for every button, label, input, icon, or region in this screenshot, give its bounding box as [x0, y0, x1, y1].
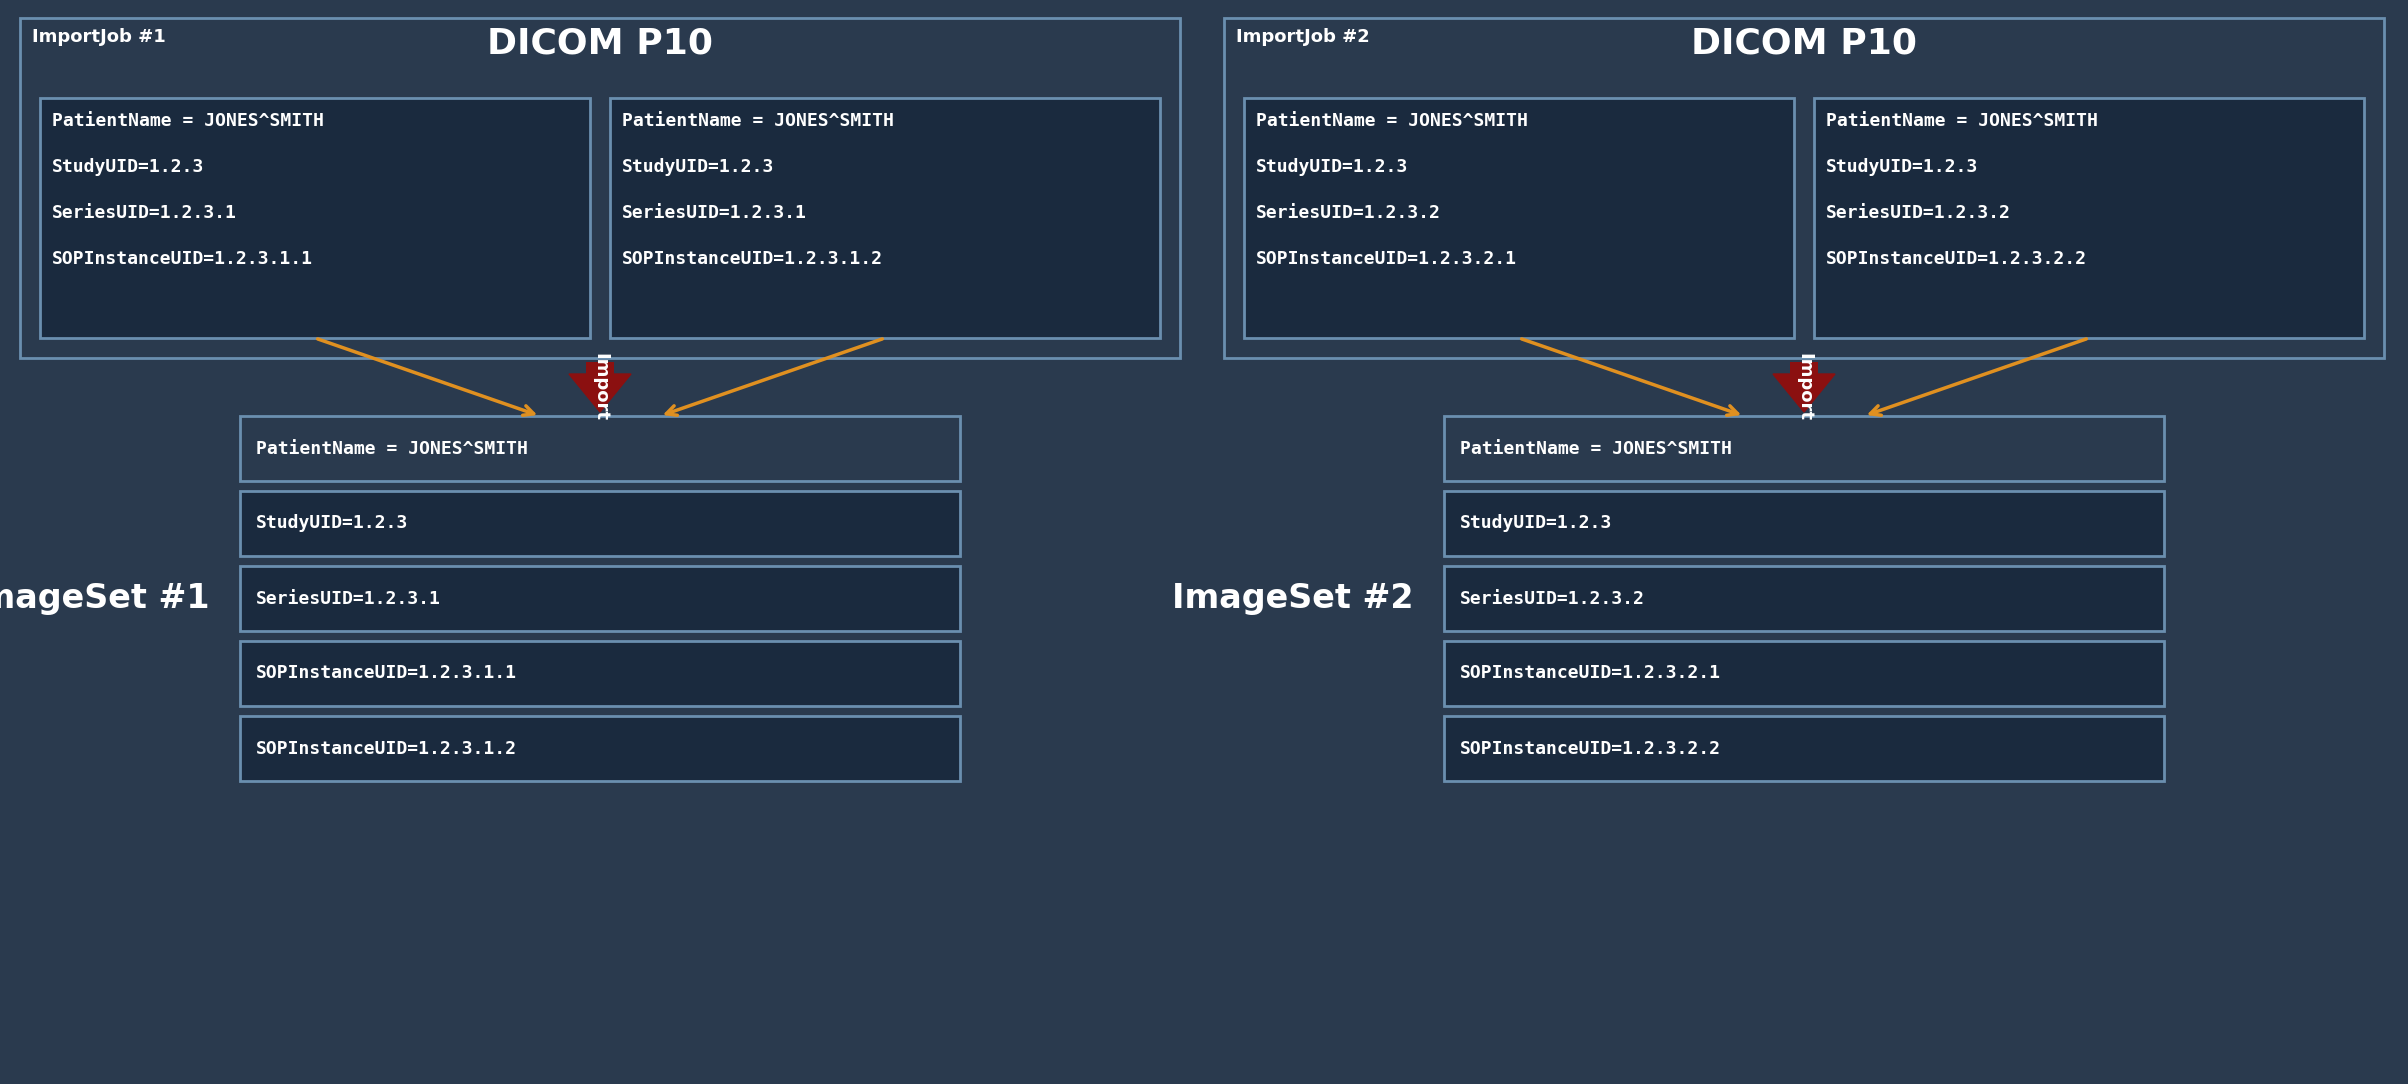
Text: SeriesUID=1.2.3.2: SeriesUID=1.2.3.2 — [1257, 204, 1440, 222]
Text: StudyUID=1.2.3: StudyUID=1.2.3 — [1257, 158, 1409, 177]
Bar — [1445, 717, 2165, 780]
Text: SOPInstanceUID=1.2.3.2.1: SOPInstanceUID=1.2.3.2.1 — [1459, 664, 1722, 683]
Text: SOPInstanceUID=1.2.3.1.2: SOPInstanceUID=1.2.3.1.2 — [255, 739, 518, 758]
Bar — [1445, 491, 2165, 556]
Bar — [1445, 641, 2165, 706]
Text: Import: Import — [590, 353, 609, 421]
Polygon shape — [1772, 374, 1835, 412]
Bar — [241, 641, 961, 706]
Bar — [41, 98, 590, 338]
Bar — [241, 416, 961, 481]
Text: SeriesUID=1.2.3.1: SeriesUID=1.2.3.1 — [255, 590, 441, 607]
Text: DICOM P10: DICOM P10 — [1690, 26, 1917, 60]
Bar — [1245, 98, 1794, 338]
Text: SeriesUID=1.2.3.1: SeriesUID=1.2.3.1 — [53, 204, 236, 222]
Text: ImportJob #1: ImportJob #1 — [31, 28, 166, 46]
Text: SOPInstanceUID=1.2.3.1.1: SOPInstanceUID=1.2.3.1.1 — [255, 664, 518, 683]
Bar — [241, 491, 961, 556]
Bar — [1445, 566, 2165, 631]
Text: SeriesUID=1.2.3.2: SeriesUID=1.2.3.2 — [1459, 590, 1645, 607]
Bar — [585, 362, 614, 374]
Text: DICOM P10: DICOM P10 — [486, 26, 713, 60]
Text: ImageSet #2: ImageSet #2 — [1173, 582, 1413, 615]
Text: StudyUID=1.2.3: StudyUID=1.2.3 — [1825, 158, 1979, 177]
Text: StudyUID=1.2.3: StudyUID=1.2.3 — [53, 158, 205, 177]
Text: PatientName = JONES^SMITH: PatientName = JONES^SMITH — [255, 439, 527, 457]
Bar — [1789, 362, 1818, 374]
Text: StudyUID=1.2.3: StudyUID=1.2.3 — [621, 158, 775, 177]
Text: ImportJob #2: ImportJob #2 — [1235, 28, 1370, 46]
Bar — [19, 18, 1180, 358]
Bar — [1223, 18, 2384, 358]
Text: PatientName = JONES^SMITH: PatientName = JONES^SMITH — [621, 112, 893, 130]
Text: StudyUID=1.2.3: StudyUID=1.2.3 — [1459, 515, 1613, 532]
Polygon shape — [568, 374, 631, 412]
Text: SOPInstanceUID=1.2.3.1.2: SOPInstanceUID=1.2.3.1.2 — [621, 250, 884, 269]
Bar — [241, 717, 961, 780]
Bar — [1445, 416, 2165, 481]
Bar — [1813, 98, 2365, 338]
Text: SOPInstanceUID=1.2.3.2.2: SOPInstanceUID=1.2.3.2.2 — [1825, 250, 2088, 269]
Text: SeriesUID=1.2.3.1: SeriesUID=1.2.3.1 — [621, 204, 807, 222]
Text: Import: Import — [1794, 353, 1813, 421]
Text: PatientName = JONES^SMITH: PatientName = JONES^SMITH — [53, 112, 323, 130]
Text: SOPInstanceUID=1.2.3.1.1: SOPInstanceUID=1.2.3.1.1 — [53, 250, 313, 269]
Text: ImageSet #1: ImageSet #1 — [0, 582, 209, 615]
Text: PatientName = JONES^SMITH: PatientName = JONES^SMITH — [1825, 112, 2097, 130]
Bar — [241, 566, 961, 631]
Text: StudyUID=1.2.3: StudyUID=1.2.3 — [255, 515, 409, 532]
Text: PatientName = JONES^SMITH: PatientName = JONES^SMITH — [1257, 112, 1527, 130]
Bar — [609, 98, 1161, 338]
Text: SOPInstanceUID=1.2.3.2.1: SOPInstanceUID=1.2.3.2.1 — [1257, 250, 1517, 269]
Text: SeriesUID=1.2.3.2: SeriesUID=1.2.3.2 — [1825, 204, 2011, 222]
Text: SOPInstanceUID=1.2.3.2.2: SOPInstanceUID=1.2.3.2.2 — [1459, 739, 1722, 758]
Text: PatientName = JONES^SMITH: PatientName = JONES^SMITH — [1459, 439, 1731, 457]
